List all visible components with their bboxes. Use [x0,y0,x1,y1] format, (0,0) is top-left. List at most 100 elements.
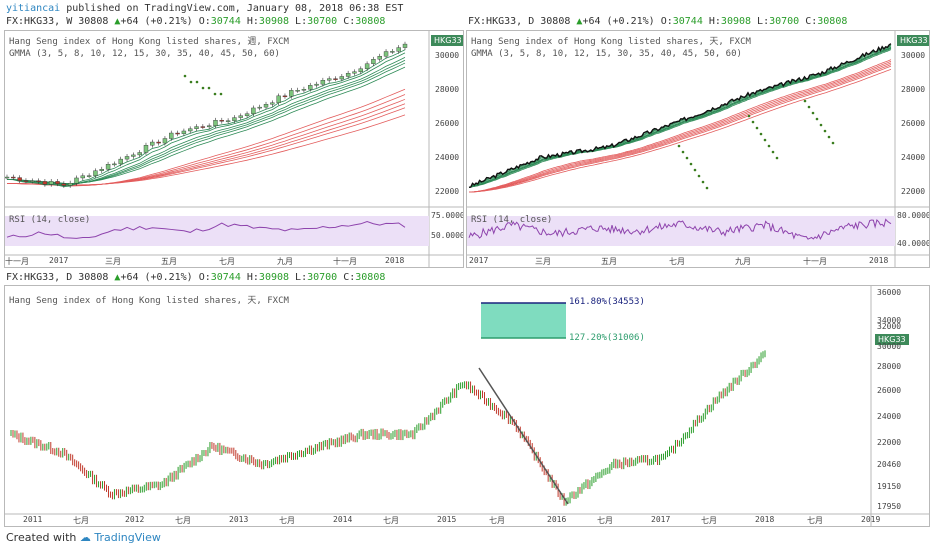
candle-body [244,113,250,116]
weekly-symbol[interactable]: FX:HKG33, W [6,16,73,27]
up-arrow-icon: ▲ [114,16,121,27]
weekly-last: 30808 [78,16,109,27]
signal-dot [201,86,205,90]
weekly-chart-svg [5,31,463,267]
candle-body [131,154,136,157]
candle-body [162,138,168,144]
daily-bottom-x-tick: 七月 [807,516,823,525]
candle-body [308,85,313,90]
candle-body [390,51,395,53]
daily-top-high: 30908 [720,16,752,27]
signal-dot [803,99,807,103]
weekly-x-tick: 七月 [219,257,235,266]
weekly-y-tick: 22000 [435,187,460,196]
weekly-chart-title: Hang Seng index of Hong Kong listed shar… [9,37,289,47]
daily-bottom-x-tick: 2016 [547,515,567,524]
daily-top-rsi-tick: 80.0000 [897,211,930,220]
daily-bottom-x-tick: 2019 [861,515,881,524]
publish-info: published on TradingView.com, January 08… [66,3,404,14]
candle-body [219,120,224,122]
daily-bottom-chart-title: Hang Seng index of Hong Kong listed shar… [9,296,289,306]
fib-trend-line[interactable] [478,367,569,505]
daily-top-y-tick: 26000 [901,119,926,128]
weekly-x-tick: 十一月 [333,257,357,266]
daily-top-x-tick: 十一月 [803,257,827,266]
weekly-y-tick: 30000 [435,51,460,60]
daily-top-chart-svg [467,31,929,267]
candle-body [36,180,41,183]
weekly-open: 30744 [210,16,241,27]
author-link[interactable]: yitiancai [6,3,61,14]
candle-body [314,83,319,86]
daily-top-last: 30808 [540,16,571,27]
up-arrow-icon: ▲ [576,16,583,27]
daily-top-x-tick: 五月 [601,257,617,266]
signal-dot [811,111,815,115]
daily-top-x-tick: 九月 [735,257,751,266]
daily-bottom-low: 30700 [307,272,338,283]
daily-bottom-x-tick: 七月 [597,516,613,525]
signal-dot [815,117,819,121]
candle-body [181,130,187,134]
signal-dot [771,150,775,154]
signal-dot [807,105,811,109]
daily-top-symbol[interactable]: FX:HKG33, D [468,16,535,27]
daily-bottom-y-tick: 24000 [877,412,902,421]
daily-bottom-price-badge: HKG33 [875,334,909,345]
candle-body [30,180,35,183]
daily-bottom-y-tick: 36000 [877,288,902,297]
candle-body [402,43,408,48]
fib-zone[interactable] [481,303,566,338]
daily-bottom-x-tick: 2013 [229,515,249,524]
candle-body [251,107,256,114]
fib-high-label: 161.80%(34553) [569,297,645,307]
daily-bottom-open: 30744 [210,272,241,283]
candle-body [333,78,338,80]
candle-body [225,120,231,122]
candle-body [364,63,370,69]
daily-bottom-chart-panel[interactable]: Hang Seng index of Hong Kong listed shar… [4,285,930,527]
daily-top-chart-panel[interactable]: Hang Seng index of Hong Kong listed shar… [466,30,930,268]
weekly-chart-panel[interactable]: Hang Seng index of Hong Kong listed shar… [4,30,464,268]
daily-bottom-y-tick: 17950 [877,502,902,511]
daily-bottom-high: 30908 [258,272,290,283]
tradingview-link[interactable]: TradingView [94,531,161,544]
candle-body [156,141,161,144]
candle-body [137,152,142,156]
daily-top-x-tick: 三月 [535,257,551,266]
daily-bottom-x-tick: 2014 [333,515,353,524]
created-with-text: Created with [6,531,77,544]
gmma-long-line [468,65,892,193]
candle-body [188,128,193,132]
signal-dot [827,135,831,139]
gmma-short-line [6,52,406,187]
candle-body [169,132,174,139]
weekly-y-tick: 28000 [435,85,460,94]
candle-body [194,126,199,129]
daily-bottom-symbol[interactable]: FX:HKG33, D [6,272,73,283]
daily-bottom-y-tick: 19150 [877,482,902,491]
signal-dot [747,114,751,118]
candle-body [175,132,180,135]
signal-dot [823,129,827,133]
daily-bottom-x-tick: 2011 [23,515,43,524]
daily-bottom-last: 30808 [78,272,109,283]
daily-bottom-x-tick: 七月 [73,516,89,525]
candle-body [55,181,60,184]
candle-body [23,180,29,182]
candle-body [93,170,98,176]
daily-top-x-tick: 2018 [869,256,889,265]
signal-dot [755,126,759,130]
daily-bottom-y-tick: 26000 [877,386,902,395]
signal-dot [751,120,755,124]
candle-body [383,51,389,57]
candle-body [105,164,111,170]
daily-bottom-y-tick: 32000 [877,322,902,331]
daily-bottom-y-tick: 22000 [877,438,902,447]
daily-top-close: 30808 [817,16,848,27]
signal-dot [763,138,767,142]
candle-body [61,183,67,186]
candle-body [276,95,281,103]
signal-dot [213,92,217,96]
signal-dot [819,123,823,127]
